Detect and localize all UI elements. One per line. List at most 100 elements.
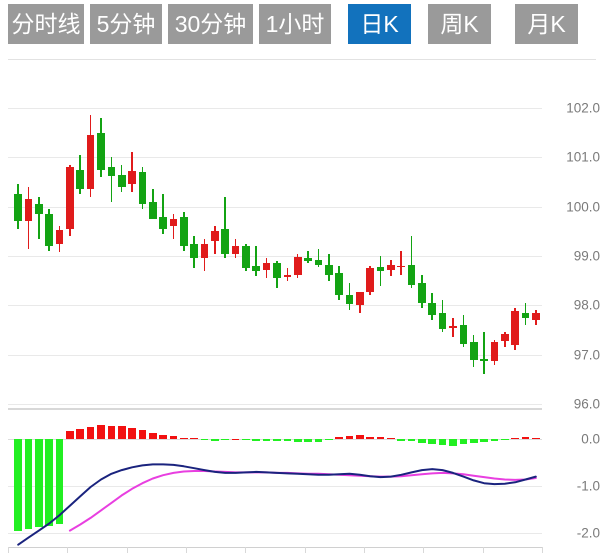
tab-1[interactable]: 5分钟 <box>90 4 162 44</box>
candle-body <box>438 312 447 329</box>
macd-histogram-bar <box>66 430 74 440</box>
candle-body <box>293 256 302 275</box>
candle-body <box>221 228 230 254</box>
candle-body <box>387 264 395 270</box>
macd-histogram-bar <box>252 439 261 441</box>
tabbar-divider <box>8 59 596 60</box>
candle-body <box>428 302 437 316</box>
macd-gridline <box>8 486 542 488</box>
macd-histogram-bar <box>428 439 437 445</box>
candle-body <box>366 268 374 292</box>
candle-body <box>159 216 167 229</box>
macd-histogram-bar <box>221 439 230 441</box>
period-tab-bar[interactable]: 分时线 5分钟 30分钟 1小时 日K 周K 月K <box>0 0 604 52</box>
macd-histogram-bar <box>107 425 116 440</box>
x-axis-tick <box>245 547 247 553</box>
macd-histogram-bar <box>418 439 426 443</box>
macd-histogram-bar <box>355 434 364 440</box>
macd-histogram-bar <box>511 437 519 440</box>
macd-histogram-bar <box>24 439 33 530</box>
candle-body <box>231 246 240 254</box>
tab-3[interactable]: 1小时 <box>259 4 331 44</box>
candle-body <box>376 266 385 271</box>
macd-histogram-bar <box>179 437 188 440</box>
macd-histogram-bar <box>35 439 43 528</box>
candle-wick <box>110 157 113 202</box>
macd-histogram-bar <box>531 437 540 440</box>
macd-histogram-bar <box>200 439 209 441</box>
tab-5[interactable]: 周K <box>428 4 491 44</box>
macd-histogram-bar <box>469 439 478 444</box>
macd-histogram-bar <box>169 436 178 440</box>
macd-histogram-bar <box>148 432 157 440</box>
macd-histogram-bar <box>459 439 468 445</box>
macd-histogram-bar <box>521 436 530 440</box>
macd-histogram-bar <box>190 438 198 440</box>
candle-body <box>24 199 33 222</box>
candle-body <box>128 171 136 185</box>
price-axis-label: 97.0 <box>573 347 600 363</box>
tab-6[interactable]: 月K <box>515 4 578 44</box>
candle-wick <box>379 256 382 286</box>
candle-body <box>117 174 126 187</box>
tab-label: 5分钟 <box>96 10 156 37</box>
candle-body <box>480 358 488 361</box>
candle-wick <box>307 251 309 264</box>
candle-body <box>86 135 95 190</box>
macd-histogram-bar <box>45 439 54 526</box>
macd-panel: 0.0 -1.0 -2.0 <box>0 410 604 559</box>
tab-label: 周K <box>440 10 479 37</box>
macd-histogram-bar <box>159 434 167 440</box>
macd-histogram-bar <box>283 439 292 441</box>
macd-histogram-bar <box>376 437 385 440</box>
macd-histogram-bar <box>345 436 354 440</box>
candle-body <box>252 265 261 271</box>
macd-histogram-bar <box>262 439 271 441</box>
macd-histogram-bar <box>117 426 126 440</box>
candle-wick <box>224 196 227 259</box>
macd-histogram-bar <box>231 438 240 440</box>
candle-body <box>500 333 509 341</box>
macd-histogram-bar <box>500 439 509 441</box>
price-gridline <box>8 108 542 109</box>
macd-histogram-bar <box>449 439 457 446</box>
tab-2[interactable]: 30分钟 <box>168 4 253 44</box>
x-axis-tick <box>423 547 425 553</box>
candle-body <box>211 231 219 242</box>
macd-histogram-bar <box>366 436 374 440</box>
macd-histogram-bar <box>76 428 85 440</box>
candle-body <box>511 311 519 345</box>
candle-body <box>55 230 64 244</box>
macd-axis-label: -2.0 <box>576 525 600 541</box>
macd-histogram-bar <box>314 439 323 443</box>
tab-0[interactable]: 分时线 <box>8 4 84 44</box>
macd-axis-label: 0.0 <box>581 431 600 447</box>
candle-body <box>35 204 43 215</box>
x-axis-tick <box>304 547 306 553</box>
candle-wick <box>255 246 258 276</box>
x-axis-tick <box>67 547 69 553</box>
tab-4[interactable]: 日K <box>348 4 411 44</box>
macd-histogram-bar <box>304 439 312 443</box>
candle-body <box>76 169 85 190</box>
tab-label: 月K <box>527 10 566 37</box>
candle-body <box>521 312 530 318</box>
macd-dif-line <box>17 463 537 546</box>
candle-body <box>397 265 406 268</box>
macd-histogram-bar <box>480 439 488 443</box>
price-axis-label: 96.0 <box>573 396 600 412</box>
tab-label: 分时线 <box>11 10 81 37</box>
macd-histogram-bar <box>490 439 499 441</box>
candle-wick <box>483 332 485 375</box>
macd-histogram-bar <box>55 439 64 524</box>
macd-histogram-bar <box>438 439 447 446</box>
candle-wick <box>38 196 40 239</box>
x-axis-tick <box>8 547 9 553</box>
candle-wick <box>162 194 164 234</box>
candle-body <box>273 263 281 279</box>
price-gridline <box>8 305 542 307</box>
candle-body <box>66 167 74 229</box>
candle-body <box>304 258 312 261</box>
macd-histogram-bar <box>335 437 343 440</box>
